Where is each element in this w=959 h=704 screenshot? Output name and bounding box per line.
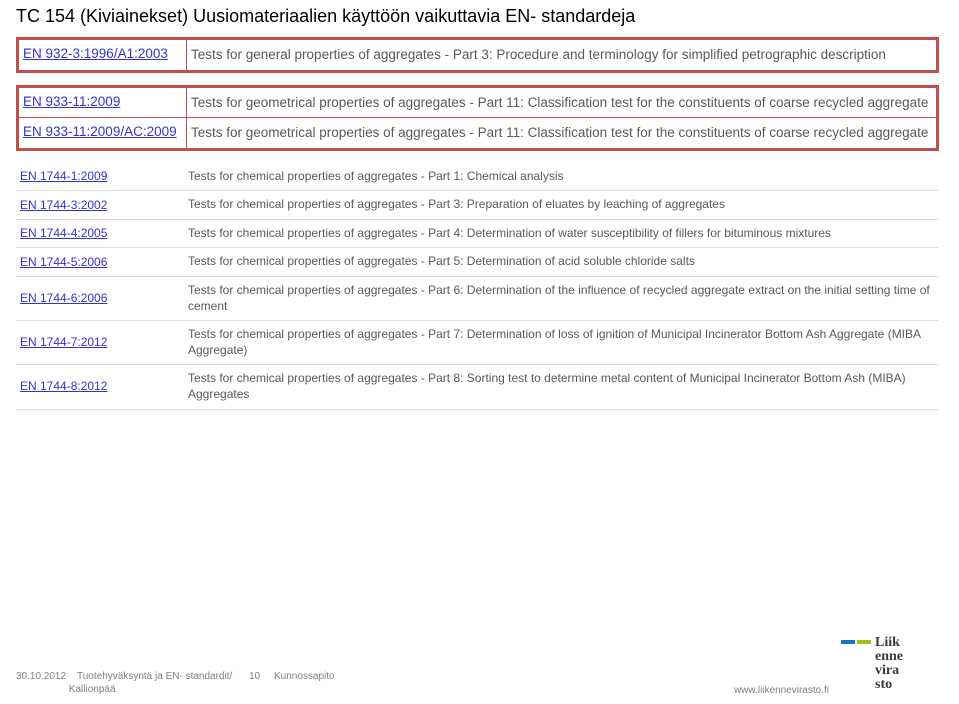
standard-code-link[interactable]: EN 933-11:2009 — [19, 87, 187, 118]
table-group-3: EN 1744-1:2009 Tests for chemical proper… — [16, 163, 939, 410]
standard-desc: Tests for chemical properties of aggrega… — [184, 219, 939, 248]
standard-desc: Tests for chemical properties of aggrega… — [184, 248, 939, 277]
standard-code-link[interactable]: EN 1744-1:2009 — [16, 163, 184, 191]
footer-page: 10 — [249, 671, 260, 682]
table-row: EN 932-3:1996/A1:2003 Tests for general … — [19, 40, 937, 71]
standard-code-link[interactable]: EN 1744-3:2002 — [16, 191, 184, 220]
table-row: EN 1744-5:2006 Tests for chemical proper… — [16, 248, 939, 277]
footer-date: 30.10.2012 — [16, 671, 66, 682]
table-row: EN 933-11:2009 Tests for geometrical pro… — [19, 87, 937, 118]
standard-code-link[interactable]: EN 1744-6:2006 — [16, 277, 184, 321]
tables-container: EN 932-3:1996/A1:2003 Tests for general … — [0, 37, 959, 410]
standard-code-link[interactable]: EN 1744-4:2005 — [16, 219, 184, 248]
footer-url: www.liikennevirasto.fi — [734, 685, 829, 696]
standard-desc: Tests for chemical properties of aggrega… — [184, 321, 939, 365]
table-row: EN 1744-8:2012 Tests for chemical proper… — [16, 365, 939, 409]
standard-code-link[interactable]: EN 1744-5:2006 — [16, 248, 184, 277]
table-row: EN 1744-7:2012 Tests for chemical proper… — [16, 321, 939, 365]
standard-code-link[interactable]: EN 932-3:1996/A1:2003 — [19, 40, 187, 71]
table-group-1: EN 932-3:1996/A1:2003 Tests for general … — [16, 37, 939, 73]
logo-bar-green — [857, 640, 871, 644]
page-title: TC 154 (Kiviainekset) Uusiomateriaalien … — [0, 0, 959, 37]
table-3: EN 1744-1:2009 Tests for chemical proper… — [16, 163, 939, 410]
footer-left: 30.10.2012 Tuotehyväksyntä ja EN- standa… — [16, 671, 335, 696]
table-row: EN 1744-1:2009 Tests for chemical proper… — [16, 163, 939, 191]
standard-desc: Tests for geometrical properties of aggr… — [187, 118, 937, 149]
table-row: EN 1744-4:2005 Tests for chemical proper… — [16, 219, 939, 248]
footer-text1: Tuotehyväksyntä ja EN- standardit/ — [77, 671, 232, 682]
logo-line4: sto — [875, 677, 892, 690]
footer-section: Kunnossapito — [274, 671, 335, 682]
standard-code-link[interactable]: EN 933-11:2009/AC:2009 — [19, 118, 187, 149]
table-1: EN 932-3:1996/A1:2003 Tests for general … — [18, 39, 937, 71]
logo-bar-blue — [841, 640, 855, 644]
standard-code-link[interactable]: EN 1744-8:2012 — [16, 365, 184, 409]
standard-desc: Tests for chemical properties of aggrega… — [184, 365, 939, 409]
standard-desc: Tests for chemical properties of aggrega… — [184, 277, 939, 321]
table-row: EN 1744-6:2006 Tests for chemical proper… — [16, 277, 939, 321]
footer-text2: Kallionpää — [69, 684, 116, 695]
standard-desc: Tests for general properties of aggregat… — [187, 40, 937, 71]
standard-desc: Tests for chemical properties of aggrega… — [184, 163, 939, 191]
table-2: EN 933-11:2009 Tests for geometrical pro… — [18, 87, 937, 149]
table-row: EN 933-11:2009/AC:2009 Tests for geometr… — [19, 118, 937, 149]
logo-line3: vira — [875, 663, 899, 678]
standard-desc: Tests for geometrical properties of aggr… — [187, 87, 937, 118]
logo-line2: enne — [875, 649, 903, 664]
table-group-2: EN 933-11:2009 Tests for geometrical pro… — [16, 85, 939, 151]
liikennevirasto-logo: Liik enne vira sto — [841, 634, 941, 690]
slide-page: { "title": "TC 154 (Kiviainekset) Uusiom… — [0, 0, 959, 704]
standard-desc: Tests for chemical properties of aggrega… — [184, 191, 939, 220]
logo-svg: Liik enne vira sto — [841, 634, 941, 690]
table-row: EN 1744-3:2002 Tests for chemical proper… — [16, 191, 939, 220]
logo-line1: Liik — [875, 635, 900, 650]
standard-code-link[interactable]: EN 1744-7:2012 — [16, 321, 184, 365]
